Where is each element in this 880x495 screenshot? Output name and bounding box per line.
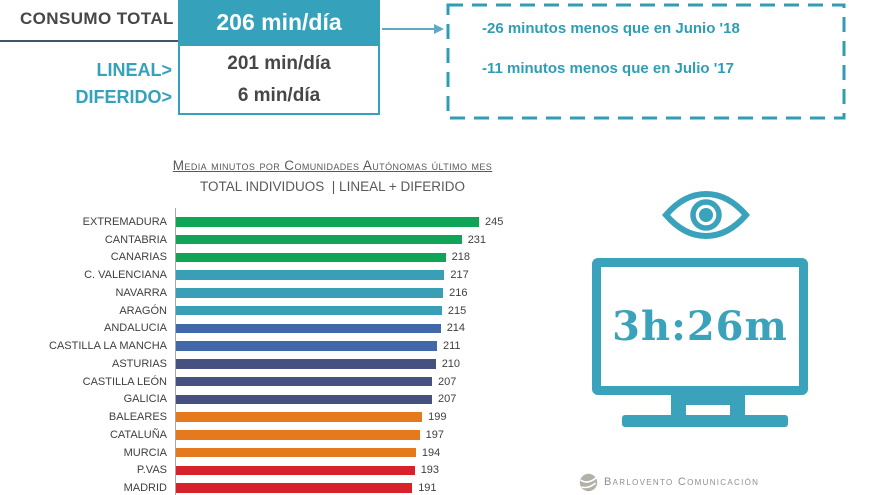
region-bar <box>176 412 423 422</box>
region-bar <box>176 323 441 334</box>
region-value: 210 <box>441 357 461 370</box>
diferido-value: 6 min/día <box>237 84 321 106</box>
region-value: 231 <box>467 233 487 246</box>
comparison-line-1: -26 minutos menos que en Junio '18 <box>482 20 740 37</box>
region-label: BALEARES <box>108 411 167 424</box>
chart-row: BALEARES 199 <box>0 408 560 426</box>
region-label: MURCIA <box>123 446 167 459</box>
region-value: 211 <box>443 340 461 353</box>
region-label: GALICIA <box>123 393 167 406</box>
region-value: 218 <box>451 251 470 264</box>
region-bar <box>176 376 432 387</box>
globe-icon <box>579 473 598 492</box>
region-value: 194 <box>421 446 441 459</box>
chart-rows: EXTREMADURA 245 CANTABRIA 231 CANARIAS 218 C. … <box>0 213 560 495</box>
lineal-label: LINEAL> <box>96 60 172 80</box>
tv-stand-base <box>622 415 788 427</box>
chart-row: P.VAS 193 <box>0 462 560 480</box>
region-value: 191 <box>418 482 437 495</box>
chart-row: CASTILLA LEÓN 207 <box>0 373 560 391</box>
arrow-right-icon <box>382 24 444 34</box>
tv-icon: 3h:26m <box>592 258 808 395</box>
region-bar <box>176 465 415 476</box>
comparison-line-2: -11 minutos menos que en Julio '17 <box>482 60 734 77</box>
region-bar <box>176 430 420 440</box>
dashed-border <box>446 3 846 120</box>
lineal-value: 201 min/día <box>227 52 331 74</box>
chart-axis-line <box>175 208 176 495</box>
chart-row: CASTILLA LA MANCHA 211 <box>0 337 560 355</box>
consumo-total-label: CONSUMO TOTAL <box>20 9 174 28</box>
region-value: 217 <box>450 269 469 282</box>
region-label: CATALUÑA <box>109 428 167 441</box>
region-value: 199 <box>428 411 447 424</box>
region-label: CASTILLA LA MANCHA <box>49 340 167 353</box>
region-bar <box>176 270 445 280</box>
chart-subtitle: TOTAL INDIVIDUOS | LINEAL + DIFERIDO <box>200 179 465 194</box>
screen-time-value: 3h:26m <box>612 303 788 350</box>
region-value: 215 <box>447 304 467 317</box>
region-bar <box>176 217 479 227</box>
region-bar <box>176 341 437 351</box>
consumo-underline <box>0 40 178 42</box>
region-value: 197 <box>425 428 444 441</box>
region-bar <box>176 483 413 493</box>
brand-name: Barlovento Comunicación <box>604 476 760 488</box>
chart-row: EXTREMADURA 245 <box>0 213 560 231</box>
total-consumption-value: 206 min/día <box>216 8 342 35</box>
chart-row: CANTABRIA 231 <box>0 231 560 249</box>
region-value: 216 <box>449 286 468 299</box>
tv-stand-left-leg <box>671 394 686 416</box>
region-label: NAVARRA <box>115 286 167 299</box>
chart-row: CATALUÑA 197 <box>0 426 560 444</box>
chart-row: CANARIAS 218 <box>0 249 560 267</box>
region-label: CANARIAS <box>110 251 167 264</box>
region-value: 207 <box>438 393 457 406</box>
chart-title: Media minutos por Comunidades Autónomas … <box>172 158 493 173</box>
region-label: EXTREMADURA <box>82 215 167 228</box>
region-label: P.VAS <box>136 464 167 477</box>
diferido-label: DIFERIDO> <box>75 87 172 107</box>
region-value: 245 <box>485 215 504 228</box>
tv-stand-neck <box>671 394 745 405</box>
region-bar <box>176 234 462 245</box>
region-label: CASTILLA LEÓN <box>82 375 167 388</box>
region-label: ASTURIAS <box>111 357 167 370</box>
region-value: 214 <box>446 322 466 335</box>
region-label: MADRID <box>123 482 167 495</box>
region-label: ARAGÓN <box>119 304 167 317</box>
region-label: ANDALUCIA <box>104 322 167 335</box>
comparison-box: -26 minutos menos que en Junio '18 -11 m… <box>446 3 846 120</box>
chart-row: MADRID 191 <box>0 479 560 495</box>
region-value: 193 <box>420 464 440 477</box>
region-bar <box>176 305 442 316</box>
chart-row: MURCIA 194 <box>0 444 560 462</box>
lineal-diferido-box: 201 min/día 6 min/día <box>178 44 380 115</box>
region-bar <box>176 288 444 298</box>
chart-row: ASTURIAS 210 <box>0 355 560 373</box>
chart-row: ANDALUCIA 214 <box>0 320 560 338</box>
region-bar <box>176 394 432 405</box>
tv-stand-right-leg <box>730 394 745 416</box>
chart-row: ARAGÓN 215 <box>0 302 560 320</box>
region-bar <box>176 359 436 369</box>
region-bar <box>176 447 416 458</box>
chart-row: GALICIA 207 <box>0 391 560 409</box>
eye-icon <box>662 190 750 240</box>
region-bar <box>176 252 446 263</box>
region-label: C. VALENCIANA <box>84 269 167 282</box>
total-consumption-box: 206 min/día <box>178 0 380 44</box>
region-label: CANTABRIA <box>104 233 167 246</box>
region-value: 207 <box>438 375 457 388</box>
chart-row: C. VALENCIANA 217 <box>0 266 560 284</box>
chart-row: NAVARRA 216 <box>0 284 560 302</box>
